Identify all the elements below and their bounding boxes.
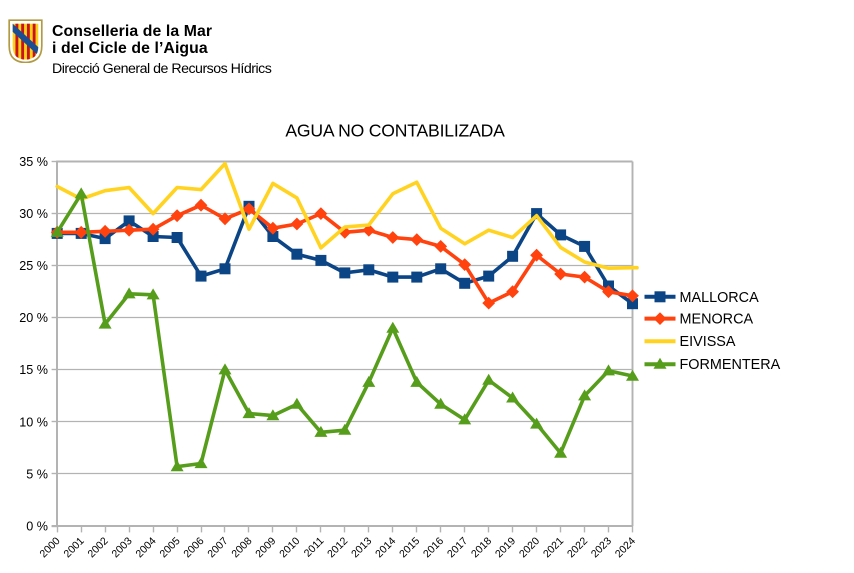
svg-text:2013: 2013	[349, 535, 374, 560]
svg-text:2018: 2018	[469, 535, 494, 560]
svg-text:2014: 2014	[373, 535, 398, 560]
svg-text:2002: 2002	[85, 535, 110, 560]
svg-text:2012: 2012	[325, 535, 350, 560]
svg-text:2003: 2003	[109, 535, 134, 560]
svg-text:2022: 2022	[565, 535, 590, 560]
svg-text:2020: 2020	[517, 535, 542, 560]
svg-text:AGUA NO CONTABILIZADA: AGUA NO CONTABILIZADA	[285, 121, 505, 141]
svg-text:2011: 2011	[302, 535, 327, 560]
svg-text:5 %: 5 %	[26, 467, 48, 481]
svg-text:10 %: 10 %	[19, 415, 48, 429]
svg-text:2023: 2023	[589, 535, 614, 560]
svg-text:0 %: 0 %	[26, 519, 48, 533]
svg-text:35 %: 35 %	[19, 155, 48, 169]
svg-text:2001: 2001	[62, 535, 87, 560]
svg-text:2015: 2015	[397, 535, 422, 560]
svg-text:2006: 2006	[181, 535, 206, 560]
svg-text:2021: 2021	[541, 535, 566, 560]
svg-text:2010: 2010	[277, 535, 302, 560]
svg-text:2004: 2004	[133, 535, 158, 560]
svg-text:2016: 2016	[421, 535, 446, 560]
svg-text:2000: 2000	[38, 535, 63, 560]
svg-text:30 %: 30 %	[19, 207, 48, 221]
svg-text:15 %: 15 %	[19, 363, 48, 377]
svg-text:MALLORCA: MALLORCA	[680, 290, 760, 306]
svg-text:EIVISSA: EIVISSA	[680, 334, 736, 350]
svg-text:2007: 2007	[205, 535, 230, 560]
svg-text:2009: 2009	[253, 535, 278, 560]
svg-text:FORMENTERA: FORMENTERA	[680, 357, 781, 373]
svg-text:25 %: 25 %	[19, 259, 48, 273]
svg-text:2005: 2005	[157, 535, 182, 560]
svg-text:MENORCA: MENORCA	[680, 312, 754, 328]
svg-text:2017: 2017	[445, 535, 470, 560]
svg-text:20 %: 20 %	[19, 311, 48, 325]
svg-text:2019: 2019	[493, 535, 518, 560]
svg-text:2024: 2024	[613, 535, 638, 560]
svg-text:2008: 2008	[229, 535, 254, 560]
